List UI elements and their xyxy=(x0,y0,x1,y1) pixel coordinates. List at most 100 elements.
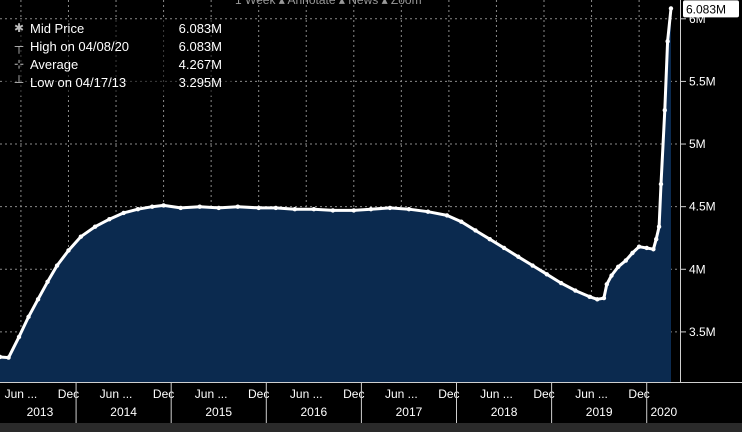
y-tick-label: 5M xyxy=(689,137,706,151)
legend-label: High on 04/08/20 xyxy=(30,39,130,54)
y-tick-label: 5.5M xyxy=(689,74,716,88)
data-point xyxy=(544,272,550,277)
data-point xyxy=(665,39,670,44)
data-point xyxy=(573,288,578,293)
legend-label: Mid Price xyxy=(30,21,85,36)
x-tick-label: Jun ... xyxy=(5,387,38,401)
average-marker-icon: ⊹ xyxy=(13,57,25,71)
data-point xyxy=(444,213,450,218)
x-axis-ticks: Jun ... Dec Jun ... Dec Jun ... Dec Jun ... Dec… xyxy=(5,382,678,423)
data-point xyxy=(558,280,564,286)
data-point xyxy=(473,228,478,233)
data-point xyxy=(92,224,98,229)
data-point xyxy=(595,297,600,302)
legend-item-high: ┬ High on 04/08/20 6.083M xyxy=(4,38,232,55)
last-value-callout: 6.083M xyxy=(683,0,739,18)
data-point xyxy=(178,205,183,211)
data-point xyxy=(273,205,279,211)
legend-item-low: ┴ Low on 04/17/13 3.295M xyxy=(4,74,232,91)
x-tick-label: Dec xyxy=(628,387,649,401)
high-marker-icon: ┬ xyxy=(14,39,24,53)
data-point xyxy=(609,273,614,278)
data-point xyxy=(235,204,240,209)
data-point xyxy=(487,237,492,242)
data-point xyxy=(516,254,521,259)
data-point xyxy=(216,205,221,211)
y-tick-label: 4.5M xyxy=(689,200,716,214)
bottom-status-bar xyxy=(0,423,742,432)
data-point xyxy=(149,204,155,209)
year-label: 2013 xyxy=(27,405,54,419)
data-point xyxy=(636,244,642,249)
legend-item-average: ⊹ Average 4.267M xyxy=(4,56,232,73)
x-tick-label: Jun ... xyxy=(575,387,608,401)
legend-value: 4.267M xyxy=(178,57,222,72)
data-point xyxy=(121,210,126,216)
data-point xyxy=(387,205,393,211)
year-label: 2014 xyxy=(110,405,137,419)
year-label: 2015 xyxy=(205,405,232,419)
data-point xyxy=(26,314,31,320)
low-marker-icon: ┴ xyxy=(14,75,24,89)
data-point xyxy=(292,206,298,212)
x-tick-label: Jun ... xyxy=(100,387,133,401)
data-point xyxy=(78,234,84,239)
y-tick-label: 3.5M xyxy=(689,325,716,339)
data-point xyxy=(66,248,71,253)
legend-item-mid-price: ✱ Mid Price 6.083M xyxy=(4,20,232,37)
data-point xyxy=(459,219,464,224)
data-point xyxy=(654,237,659,242)
data-point xyxy=(662,108,667,113)
data-point xyxy=(604,282,609,287)
data-point xyxy=(135,206,141,212)
legend: ✱ Mid Price 6.083M ┬ High on 04/08/20 6.… xyxy=(4,20,232,96)
data-point xyxy=(644,245,649,251)
x-tick-label: Jun ... xyxy=(385,387,418,401)
mid-price-markers xyxy=(0,6,674,360)
x-tick-label: Dec xyxy=(343,387,364,401)
x-tick-label: Dec xyxy=(248,387,269,401)
legend-label: Low on 04/17/13 xyxy=(30,75,127,90)
data-point xyxy=(630,250,635,256)
last-value-callout-box xyxy=(683,0,739,18)
year-label: 2017 xyxy=(396,405,423,419)
data-point xyxy=(651,247,656,252)
data-point xyxy=(615,264,621,269)
data-point xyxy=(501,245,507,251)
chart-toolbar-strip[interactable]: 1 Week ▴ Annotate ▴ News ▴ Zoom xyxy=(235,0,535,6)
year-label: 2018 xyxy=(491,405,518,419)
data-point xyxy=(35,297,41,302)
legend-label: Average xyxy=(30,57,79,72)
y-tick-label: 4M xyxy=(689,262,706,276)
data-point xyxy=(587,294,592,300)
data-point xyxy=(6,355,11,360)
x-tick-label: Jun ... xyxy=(290,387,323,401)
x-tick-label: Jun ... xyxy=(480,387,513,401)
data-point xyxy=(656,224,662,229)
data-point xyxy=(351,208,356,213)
data-point xyxy=(0,354,3,360)
data-point xyxy=(161,203,166,208)
year-label: 2016 xyxy=(300,405,327,419)
data-point xyxy=(406,206,412,212)
legend-value: 3.295M xyxy=(178,75,222,90)
data-point xyxy=(425,209,431,214)
x-tick-label: Dec xyxy=(58,387,79,401)
data-point xyxy=(107,216,112,222)
data-point xyxy=(16,334,22,340)
data-point xyxy=(197,204,202,209)
data-point xyxy=(668,6,674,11)
data-point xyxy=(530,263,535,268)
data-point xyxy=(45,279,50,285)
x-tick-label: Dec xyxy=(438,387,459,401)
data-point xyxy=(658,181,664,187)
year-label: 2020 xyxy=(650,405,677,419)
x-tick-label: Jun ... xyxy=(195,387,228,401)
data-point xyxy=(311,206,317,212)
data-point xyxy=(623,258,628,263)
data-point xyxy=(368,206,374,212)
x-tick-label: Dec xyxy=(153,387,174,401)
mid-price-area xyxy=(0,8,671,383)
